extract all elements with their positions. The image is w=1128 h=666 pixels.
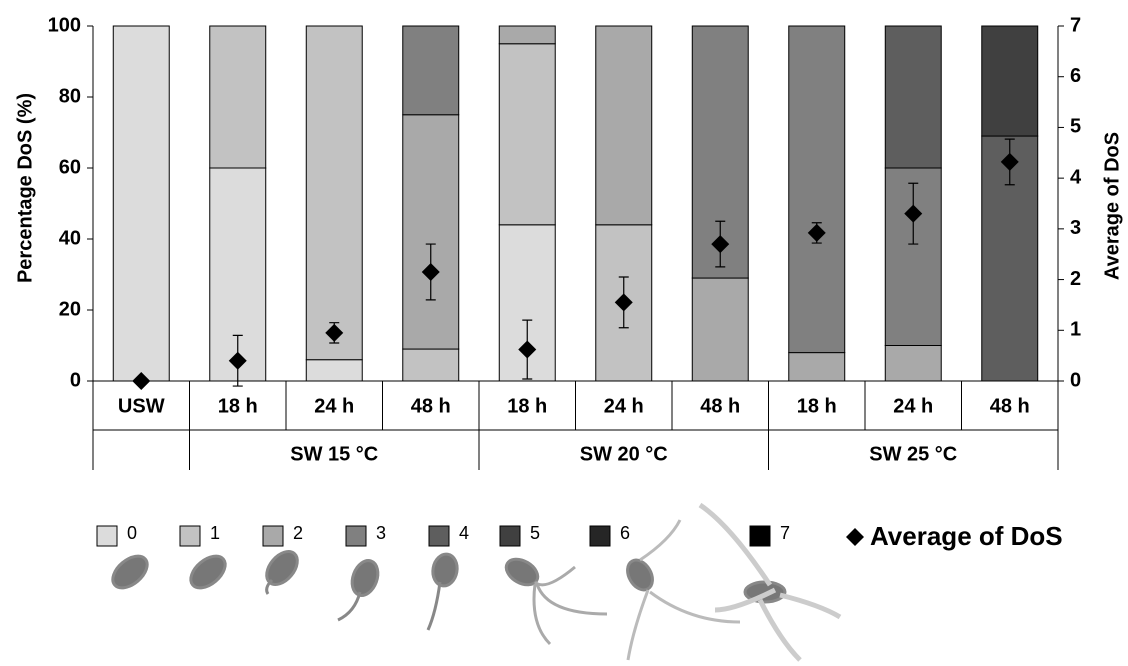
legend-label: Average of DoS bbox=[870, 521, 1063, 551]
legend-swatch bbox=[750, 526, 770, 546]
bar-segment bbox=[403, 349, 459, 381]
y2-tick-label: 5 bbox=[1070, 116, 1081, 138]
x-tick-label: 24 h bbox=[893, 395, 933, 417]
legend-swatch bbox=[346, 526, 366, 546]
y-tick-label: 100 bbox=[48, 14, 81, 36]
bar-segment bbox=[210, 26, 266, 168]
legend-label: 3 bbox=[376, 523, 386, 543]
y-tick-label: 60 bbox=[59, 156, 81, 178]
group-label: SW 25 °C bbox=[869, 443, 957, 465]
x-tick-label: 18 h bbox=[507, 395, 547, 417]
legend-label: 4 bbox=[459, 523, 469, 543]
legend-label: 0 bbox=[127, 523, 137, 543]
y2-tick-label: 7 bbox=[1070, 14, 1081, 36]
y-tick-label: 40 bbox=[59, 227, 81, 249]
y2-tick-label: 4 bbox=[1070, 166, 1082, 188]
bar-segment bbox=[403, 26, 459, 115]
legend-swatch bbox=[263, 526, 283, 546]
bar-segment bbox=[885, 26, 941, 168]
x-tick-label: 24 h bbox=[314, 395, 354, 417]
legend-label: 7 bbox=[780, 523, 790, 543]
x-tick-label: 24 h bbox=[604, 395, 644, 417]
legend-swatch bbox=[429, 526, 449, 546]
legend-marker bbox=[846, 528, 864, 546]
bar-segment bbox=[692, 278, 748, 381]
bar-segment bbox=[789, 26, 845, 353]
legend-swatch bbox=[180, 526, 200, 546]
legend-label: 1 bbox=[210, 523, 220, 543]
legend-label: 5 bbox=[530, 523, 540, 543]
bar-segment bbox=[499, 44, 555, 225]
legend-label: 6 bbox=[620, 523, 630, 543]
group-label: SW 15 °C bbox=[290, 443, 378, 465]
chart: Percentage DoS (%) Average of DoS 020406… bbox=[0, 0, 1128, 666]
y2-tick-label: 1 bbox=[1070, 319, 1081, 341]
bar-segment bbox=[113, 26, 169, 381]
group-label: SW 20 °C bbox=[580, 443, 668, 465]
legend-swatch bbox=[590, 526, 610, 546]
bar-segment bbox=[306, 360, 362, 381]
x-tick-label: 18 h bbox=[218, 395, 258, 417]
bar-segment bbox=[596, 26, 652, 225]
bar-segment bbox=[306, 26, 362, 360]
bar-segment bbox=[789, 353, 845, 381]
x-tick-label: 18 h bbox=[797, 395, 837, 417]
x-tick-label: 48 h bbox=[411, 395, 451, 417]
legend-swatch bbox=[97, 526, 117, 546]
y-tick-label: 80 bbox=[59, 85, 81, 107]
y2-tick-label: 0 bbox=[1070, 369, 1081, 391]
x-tick-label: USW bbox=[118, 395, 165, 417]
x-tick-label: 48 h bbox=[700, 395, 740, 417]
legend-label: 2 bbox=[293, 523, 303, 543]
bar-segment bbox=[499, 26, 555, 44]
y-tick-label: 0 bbox=[70, 369, 81, 391]
x-tick-label: 48 h bbox=[990, 395, 1030, 417]
bar-segment bbox=[885, 346, 941, 382]
y2-tick-label: 6 bbox=[1070, 65, 1081, 87]
y-tick-label: 20 bbox=[59, 298, 81, 320]
y2-tick-label: 2 bbox=[1070, 268, 1081, 290]
y-axis-title: Percentage DoS (%) bbox=[14, 93, 36, 283]
bar-segment bbox=[982, 26, 1038, 136]
legend-swatch bbox=[500, 526, 520, 546]
y2-tick-label: 3 bbox=[1070, 217, 1081, 239]
bar-segment bbox=[403, 115, 459, 349]
y2-axis-title: Average of DoS bbox=[1101, 132, 1123, 280]
